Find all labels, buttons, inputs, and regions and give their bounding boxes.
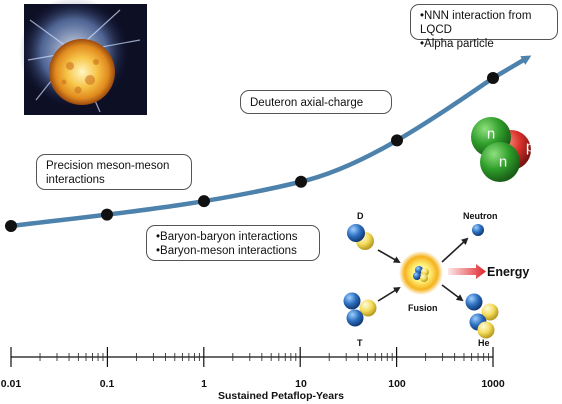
x-tick-label-4: 100 — [388, 378, 406, 390]
tritium-nucleus — [343, 292, 377, 327]
callout-nnn-alpha: NNN interaction from LQCD Alpha particle — [410, 4, 558, 50]
callout-item-alpha: Alpha particle — [420, 37, 548, 51]
curve-points — [5, 72, 499, 232]
neutron-label-bottom: n — [499, 154, 507, 171]
x-tick-label-2: 1 — [201, 378, 207, 390]
energy-arrow — [448, 264, 486, 279]
neutron-label-top: n — [487, 126, 495, 143]
callout-baryon: Baryon-baryon interactions Baryon-meson … — [146, 225, 320, 261]
fusion-label-t: T — [357, 338, 363, 348]
x-axis-title: Sustained Petaflop-Years — [217, 390, 345, 402]
callout-meson: Precision meson-meson interactions — [36, 154, 192, 190]
x-axis — [10, 347, 494, 367]
curve-point — [101, 208, 113, 221]
arrow-fusion-to-helium — [441, 284, 464, 302]
neutron-particle — [472, 224, 484, 236]
fusion-label-neutron: Neutron — [463, 211, 498, 221]
nucleon-cluster: n n p — [471, 117, 534, 182]
arrow-t-to-fusion — [377, 286, 401, 302]
x-axis-minor-ticks — [39, 353, 490, 361]
callout-meson-text: Precision meson-meson interactions — [46, 160, 170, 186]
fusion-label-d: D — [357, 211, 364, 221]
arrow-d-to-fusion — [377, 249, 401, 263]
neutron-sphere-bottom — [480, 142, 520, 182]
proton-label: p — [526, 139, 534, 156]
fusion-label-energy: Energy — [487, 265, 530, 279]
fusion-core — [399, 251, 443, 295]
fusion-label-center: Fusion — [408, 303, 438, 313]
sun-spots — [61, 59, 99, 94]
callout-deuteron-text: Deuteron axial-charge — [250, 97, 364, 109]
x-tick-label-0: 0.01 — [0, 378, 22, 390]
x-tick-label-3: 10 — [295, 378, 307, 390]
deuterium-nucleus — [347, 224, 374, 250]
arrow-fusion-to-neutron — [441, 237, 469, 263]
x-tick-label-5: 1000 — [481, 378, 505, 390]
callout-item-baryon-meson: Baryon-meson interactions — [156, 244, 310, 258]
curve-point — [197, 195, 210, 208]
fusion-label-he: He — [478, 338, 490, 348]
curve-point — [486, 72, 499, 85]
curve-point — [294, 175, 307, 188]
star-flare-image — [19, 0, 147, 115]
callout-item-nnn: NNN interaction from LQCD — [420, 9, 548, 37]
fusion-diagram — [343, 224, 499, 339]
curve-point — [391, 134, 403, 147]
sun-disk — [49, 39, 115, 105]
curve-point — [5, 220, 17, 232]
x-tick-label-1: 0.1 — [99, 378, 115, 390]
callout-item-baryon-baryon: Baryon-baryon interactions — [156, 230, 310, 244]
callout-deuteron: Deuteron axial-charge — [240, 90, 392, 114]
helium-nucleus — [465, 293, 499, 339]
x-axis-major-ticks — [10, 347, 494, 367]
